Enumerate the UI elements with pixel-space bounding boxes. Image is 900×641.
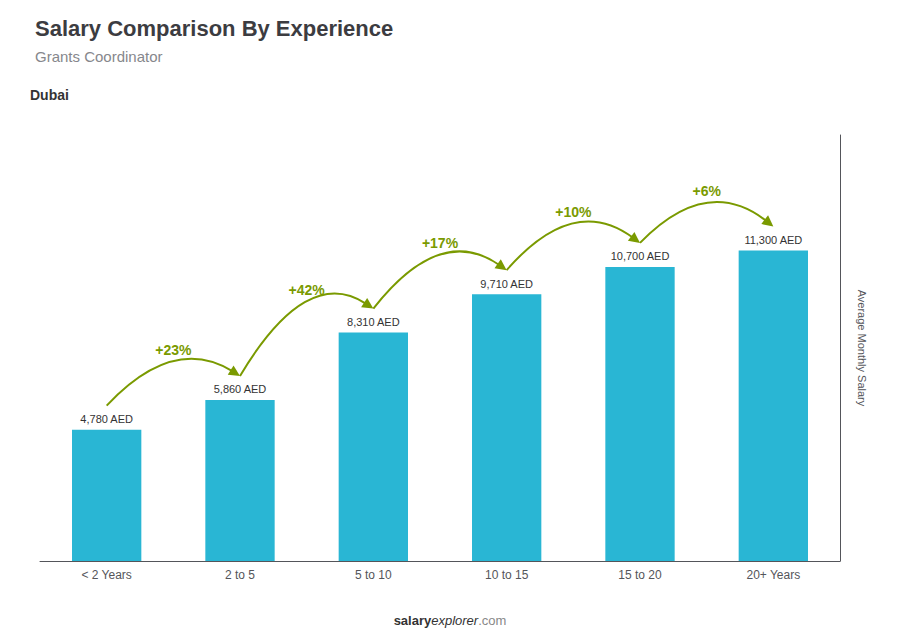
svg-text:.com: .com [478,613,506,628]
svg-text:9,710 AED: 9,710 AED [480,278,533,290]
svg-text:explorer: explorer [431,613,479,628]
svg-text:< 2 Years: < 2 Years [81,568,131,582]
svg-text:20+ Years: 20+ Years [746,568,800,582]
svg-text:+6%: +6% [692,183,721,199]
svg-text:10,700 AED: 10,700 AED [611,250,670,262]
svg-text:Dubai: Dubai [30,87,69,103]
svg-text:4,780 AED: 4,780 AED [80,413,133,425]
svg-text:5,860 AED: 5,860 AED [214,383,267,395]
svg-text:10 to 15: 10 to 15 [485,568,529,582]
svg-text:11,300 AED: 11,300 AED [744,234,802,246]
svg-text:+10%: +10% [555,204,592,220]
svg-text:2 to 5: 2 to 5 [225,568,255,582]
svg-text:+17%: +17% [422,235,459,251]
svg-text:Average Monthly Salary: Average Monthly Salary [856,290,868,407]
svg-text:salary: salary [394,613,432,628]
svg-text:5 to 10: 5 to 10 [355,568,392,582]
svg-text:15 to 20: 15 to 20 [618,568,662,582]
svg-text:Salary Comparison By Experienc: Salary Comparison By Experience [35,16,393,41]
svg-text:Grants Coordinator: Grants Coordinator [35,48,163,65]
svg-text:8,310 AED: 8,310 AED [347,316,400,328]
svg-text:+23%: +23% [155,342,192,358]
svg-text:+42%: +42% [289,282,326,298]
